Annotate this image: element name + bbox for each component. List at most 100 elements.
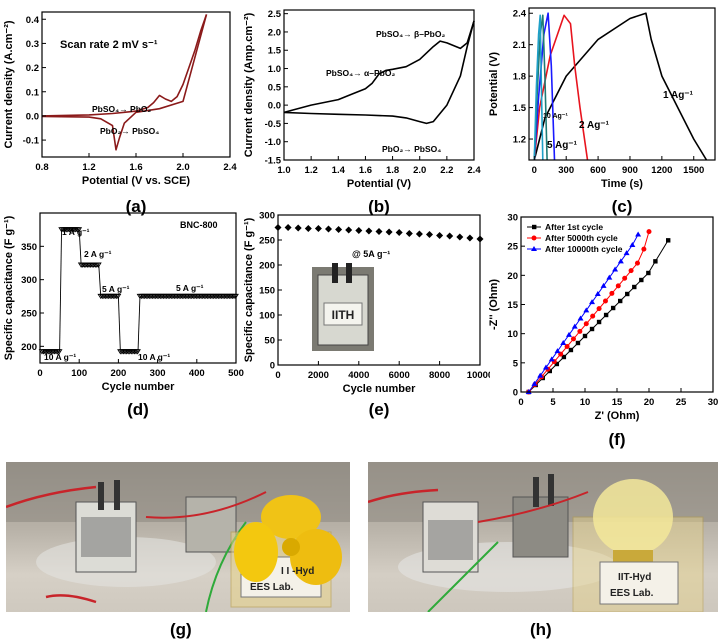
annotation: 5 A g⁻¹ (176, 283, 204, 293)
x-tick-label: 0 (37, 368, 42, 379)
photo-g-scene: I I -Hyd EES Lab. (6, 462, 350, 612)
x-axis-label: Cycle number (343, 383, 416, 395)
chart-e: @ 5A g⁻¹ IITH 0 2000 4000 6000 8000 10000 0 50 100… (243, 211, 490, 420)
data-point (666, 238, 671, 243)
data-point (600, 282, 607, 288)
x-tick-label: 1.6 (359, 165, 372, 176)
y-tick-label: 350 (21, 242, 37, 253)
y-tick-label: -1.5 (265, 156, 282, 167)
y-tick-label: 150 (259, 286, 275, 297)
series-line (533, 14, 544, 161)
chart-a: Scan rate 2 mV s⁻¹ PbSO₄→ PbO₂ PbO₂→ PbSO₄… (3, 11, 237, 216)
series-line (533, 12, 708, 161)
x-tick-label: 2000 (308, 370, 329, 381)
y-tick-label: 1.5 (268, 46, 282, 57)
inset-photo: IITH (312, 263, 374, 351)
chart-b: PbSO₄→ β–PbO₂ PbSO₄→ α–PbO₂ PbO₂→ PbSO₄ 1.0… (243, 9, 481, 216)
data-point (635, 231, 642, 237)
annotation: PbSO₄→ α–PbO₂ (326, 68, 395, 78)
x-axis-label: Potential (V) (347, 178, 412, 190)
data-point (335, 226, 343, 233)
photo-g: I I -Hyd EES Lab. (6, 462, 350, 612)
y-tick-label: 50 (264, 336, 275, 347)
data-point (606, 274, 613, 280)
data-point (304, 225, 312, 232)
series-line (283, 20, 475, 114)
annotation: PbO₂→ PbSO₄ (100, 126, 159, 136)
y-tick-label: 0.2 (26, 63, 39, 74)
data-point (446, 232, 454, 240)
data-point (617, 258, 624, 264)
data-point (436, 232, 444, 239)
data-point (615, 283, 621, 289)
data-point (385, 228, 393, 236)
y-tick-label: 250 (21, 309, 37, 320)
y-axis-label: -Z'' (Ohm) (488, 279, 500, 330)
data-point (641, 246, 647, 252)
data-point (554, 348, 561, 354)
data-point (583, 307, 590, 313)
y-tick-label: 2.1 (513, 40, 527, 51)
annotation: 2 A g⁻¹ (84, 249, 112, 259)
data-point (596, 306, 602, 312)
data-point (547, 368, 552, 374)
y-tick-label: 1.2 (513, 135, 526, 146)
data-point (114, 293, 122, 300)
x-tick-label: 1200 (651, 165, 672, 176)
data-point (568, 347, 574, 353)
data-point (646, 270, 651, 276)
x-tick-label: 900 (622, 165, 638, 176)
x-tick-label: 1.2 (305, 165, 318, 176)
data-point (582, 333, 588, 339)
y-tick-label: -1.0 (265, 137, 281, 148)
y-tick-label: 0 (513, 388, 518, 399)
y-tick-label: 5 (513, 358, 519, 369)
data-point (628, 268, 634, 274)
data-point (314, 225, 322, 232)
y-tick-label: 0.0 (26, 111, 39, 122)
data-point (571, 323, 578, 329)
data-point (609, 290, 615, 296)
photo-g-sign-line2: EES Lab. (250, 582, 294, 593)
y-tick-label: 20 (507, 271, 518, 282)
x-tick-label: 5 (550, 397, 556, 408)
y-tick-label: 300 (21, 275, 37, 286)
y-tick-label: 250 (259, 236, 275, 247)
annotation: 1 A g⁻¹ (62, 227, 90, 237)
x-axis-label: Time (s) (601, 178, 643, 190)
photo-h-sign-line1: IIT-Hyd (618, 572, 651, 583)
legend-entry: After 5000th cycle (545, 233, 618, 243)
x-tick-label: 0 (275, 370, 280, 381)
y-tick-label: 10 (507, 329, 518, 340)
plot-frame (283, 9, 475, 161)
x-axis-label: Z' (Ohm) (595, 410, 640, 422)
data-point (634, 260, 640, 266)
data-point (589, 299, 596, 305)
data-point (566, 331, 572, 337)
x-tick-label: 8000 (429, 370, 450, 381)
x-tick-label: 6000 (389, 370, 410, 381)
plot-frame (39, 212, 237, 364)
data-point (395, 229, 403, 236)
x-axis-label: Cycle number (102, 381, 175, 393)
x-tick-label: 2.4 (223, 162, 237, 173)
x-tick-label: 1500 (683, 165, 704, 176)
x-tick-label: 10000 (467, 370, 490, 381)
y-tick-label: 200 (21, 342, 37, 353)
y-tick-label: 2.5 (268, 9, 282, 20)
data-point (365, 227, 373, 235)
y-tick-label: 2.0 (268, 27, 281, 38)
photo-g-sign-line1: I I -Hyd (281, 566, 314, 577)
annotation: 10 A g⁻¹ (44, 352, 76, 362)
photo-h-scene: IIT-Hyd EES Lab. (368, 462, 718, 612)
data-point (531, 380, 538, 386)
x-tick-label: 300 (558, 165, 574, 176)
data-point (610, 305, 616, 311)
y-axis-label: Specific capacitance (F g⁻¹) (3, 215, 15, 360)
annotation: PbSO₄→ PbO₂ (92, 104, 152, 114)
x-tick-label: 15 (612, 397, 623, 408)
plot-frame (528, 7, 716, 161)
data-point (577, 315, 584, 321)
annotation: 2 Ag⁻¹ (579, 120, 610, 131)
series-line (41, 14, 208, 151)
